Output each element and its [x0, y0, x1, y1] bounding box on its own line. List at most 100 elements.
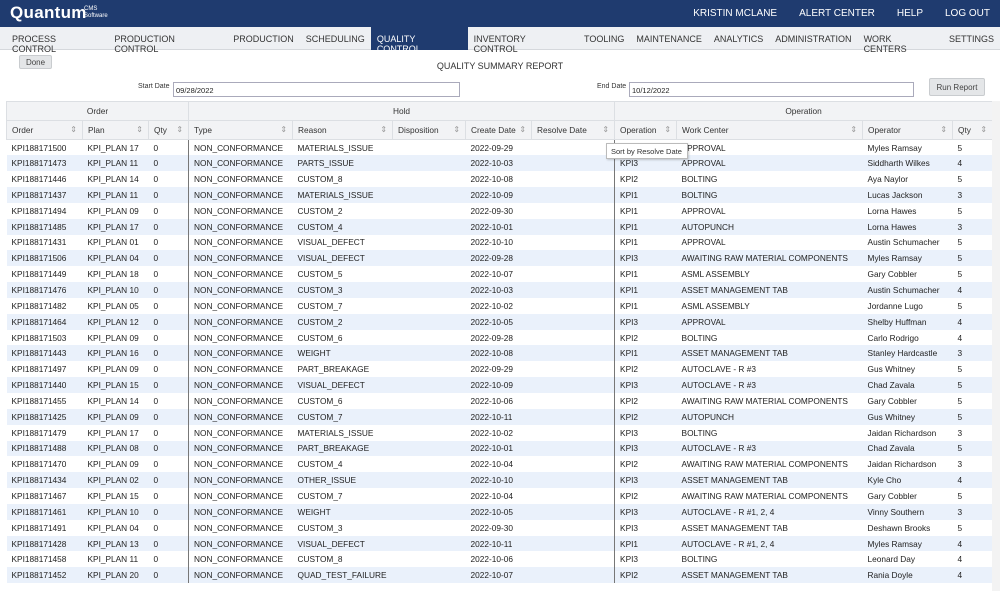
table-row[interactable]: KPI188171464KPI_PLAN 120NON_CONFORMANCEC…	[7, 314, 993, 330]
table-cell: 5	[953, 250, 993, 266]
table-row[interactable]: KPI188171497KPI_PLAN 090NON_CONFORMANCEP…	[7, 361, 993, 377]
column-header[interactable]: Plan	[83, 121, 149, 140]
table-cell: KPI_PLAN 11	[83, 187, 149, 203]
table-row[interactable]: KPI188171476KPI_PLAN 100NON_CONFORMANCEC…	[7, 282, 993, 298]
table-row[interactable]: KPI188171449KPI_PLAN 180NON_CONFORMANCEC…	[7, 266, 993, 282]
table-row[interactable]: KPI188171455KPI_PLAN 140NON_CONFORMANCEC…	[7, 393, 993, 409]
table-row[interactable]: KPI188171446KPI_PLAN 140NON_CONFORMANCEC…	[7, 171, 993, 187]
table-cell: BOLTING	[677, 187, 863, 203]
table-cell: ASML ASSEMBLY	[677, 266, 863, 282]
table-row[interactable]: KPI188171482KPI_PLAN 050NON_CONFORMANCEC…	[7, 298, 993, 314]
end-date-input[interactable]: 10/12/2022	[629, 82, 914, 97]
table-cell: ASSET MANAGEMENT TAB	[677, 520, 863, 536]
user-name[interactable]: KRISTIN MCLANE	[693, 8, 777, 19]
table-row[interactable]: KPI188171437KPI_PLAN 110NON_CONFORMANCEM…	[7, 187, 993, 203]
table-row[interactable]: KPI188171506KPI_PLAN 040NON_CONFORMANCEV…	[7, 250, 993, 266]
column-header[interactable]: Operation	[615, 121, 677, 140]
menu-item[interactable]: WORK CENTERS	[858, 27, 943, 50]
table-cell: 2022-10-06	[466, 551, 532, 567]
table-cell: 0	[149, 488, 189, 504]
table-row[interactable]: KPI188171467KPI_PLAN 150NON_CONFORMANCEC…	[7, 488, 993, 504]
table-row[interactable]: KPI188171494KPI_PLAN 090NON_CONFORMANCEC…	[7, 203, 993, 219]
table-cell: KPI_PLAN 09	[83, 456, 149, 472]
table-row[interactable]: KPI188171440KPI_PLAN 150NON_CONFORMANCEV…	[7, 377, 993, 393]
table-cell: 5	[953, 441, 993, 457]
table-row[interactable]: KPI188171425KPI_PLAN 090NON_CONFORMANCEC…	[7, 409, 993, 425]
table-cell: KPI188171479	[7, 425, 83, 441]
table-cell: NON_CONFORMANCE	[189, 409, 293, 425]
column-header[interactable]: Order	[7, 121, 83, 140]
table-cell: 5	[953, 361, 993, 377]
table-row[interactable]: KPI188171443KPI_PLAN 160NON_CONFORMANCEW…	[7, 345, 993, 361]
start-date-input[interactable]: 09/28/2022	[173, 82, 460, 97]
table-cell: NON_CONFORMANCE	[189, 520, 293, 536]
table-row[interactable]: KPI188171479KPI_PLAN 170NON_CONFORMANCEM…	[7, 425, 993, 441]
table-cell: KPI3	[615, 504, 677, 520]
table-row[interactable]: KPI188171503KPI_PLAN 090NON_CONFORMANCEC…	[7, 330, 993, 346]
table-row[interactable]: KPI188171470KPI_PLAN 090NON_CONFORMANCEC…	[7, 456, 993, 472]
menu-item[interactable]: PROCESS CONTROL	[6, 27, 108, 50]
table-cell: KPI_PLAN 12	[83, 314, 149, 330]
menu-item[interactable]: SETTINGS	[943, 27, 1000, 50]
table-cell: 2022-10-09	[466, 377, 532, 393]
menu-item[interactable]: MAINTENANCE	[630, 27, 708, 50]
table-cell: NON_CONFORMANCE	[189, 250, 293, 266]
table-cell: AUTOCLAVE - R #3	[677, 441, 863, 457]
report-title: QUALITY SUMMARY REPORT	[0, 61, 1000, 71]
scrollbar[interactable]	[992, 101, 1000, 591]
table-cell: BOLTING	[677, 425, 863, 441]
table-cell	[393, 551, 466, 567]
menu-item[interactable]: ANALYTICS	[708, 27, 769, 50]
menu-item[interactable]: TOOLING	[578, 27, 630, 50]
table-cell: 3	[953, 345, 993, 361]
top-link[interactable]: LOG OUT	[945, 8, 990, 19]
table-row[interactable]: KPI188171452KPI_PLAN 200NON_CONFORMANCEQ…	[7, 567, 993, 583]
table-row[interactable]: KPI188171485KPI_PLAN 170NON_CONFORMANCEC…	[7, 219, 993, 235]
menu-item[interactable]: ADMINISTRATION	[769, 27, 857, 50]
table-row[interactable]: KPI188171500KPI_PLAN 170NON_CONFORMANCEM…	[7, 140, 993, 156]
table-row[interactable]: KPI188171488KPI_PLAN 080NON_CONFORMANCEP…	[7, 441, 993, 457]
column-header[interactable]: Type	[189, 121, 293, 140]
table-cell: KPI_PLAN 09	[83, 330, 149, 346]
table-cell: KPI188171506	[7, 250, 83, 266]
table-cell: 0	[149, 235, 189, 251]
table-row[interactable]: KPI188171491KPI_PLAN 040NON_CONFORMANCEC…	[7, 520, 993, 536]
table-cell: KPI_PLAN 18	[83, 266, 149, 282]
column-header[interactable]: Create Date	[466, 121, 532, 140]
table-cell: KPI_PLAN 04	[83, 520, 149, 536]
column-header[interactable]: Operator	[863, 121, 953, 140]
column-header[interactable]: Qty	[953, 121, 993, 140]
table-cell: CUSTOM_4	[293, 219, 393, 235]
table-cell	[532, 377, 615, 393]
top-link[interactable]: HELP	[897, 8, 923, 19]
menu-item[interactable]: SCHEDULING	[300, 27, 371, 50]
table-cell: QUAD_TEST_FAILURE	[293, 567, 393, 583]
menu-item[interactable]: QUALITY CONTROL	[371, 27, 468, 50]
run-report-button[interactable]: Run Report	[929, 78, 985, 96]
column-header[interactable]: Reason	[293, 121, 393, 140]
table-cell: ASML ASSEMBLY	[677, 298, 863, 314]
menu-item[interactable]: PRODUCTION	[227, 27, 300, 50]
column-header[interactable]: Work Center	[677, 121, 863, 140]
table-row[interactable]: KPI188171458KPI_PLAN 110NON_CONFORMANCEC…	[7, 551, 993, 567]
table-cell	[393, 536, 466, 552]
table-row[interactable]: KPI188171461KPI_PLAN 100NON_CONFORMANCEW…	[7, 504, 993, 520]
table-cell: AUTOCLAVE - R #1, 2, 4	[677, 504, 863, 520]
table-cell: 2022-10-03	[466, 155, 532, 171]
table-row[interactable]: KPI188171434KPI_PLAN 020NON_CONFORMANCEO…	[7, 472, 993, 488]
table-row[interactable]: KPI188171428KPI_PLAN 130NON_CONFORMANCEV…	[7, 536, 993, 552]
table-cell: 3	[953, 187, 993, 203]
column-header[interactable]: Disposition	[393, 121, 466, 140]
table-cell: CUSTOM_7	[293, 488, 393, 504]
menu-item[interactable]: INVENTORY CONTROL	[468, 27, 578, 50]
table-cell	[393, 456, 466, 472]
column-header[interactable]: Resolve Date	[532, 121, 615, 140]
top-link[interactable]: ALERT CENTER	[799, 8, 875, 19]
menu-item[interactable]: PRODUCTION CONTROL	[108, 27, 227, 50]
column-header[interactable]: Qty	[149, 121, 189, 140]
table-cell: OTHER_ISSUE	[293, 472, 393, 488]
table-cell: KPI_PLAN 17	[83, 219, 149, 235]
table-row[interactable]: KPI188171473KPI_PLAN 110NON_CONFORMANCEP…	[7, 155, 993, 171]
table-cell	[393, 187, 466, 203]
table-row[interactable]: KPI188171431KPI_PLAN 010NON_CONFORMANCEV…	[7, 235, 993, 251]
